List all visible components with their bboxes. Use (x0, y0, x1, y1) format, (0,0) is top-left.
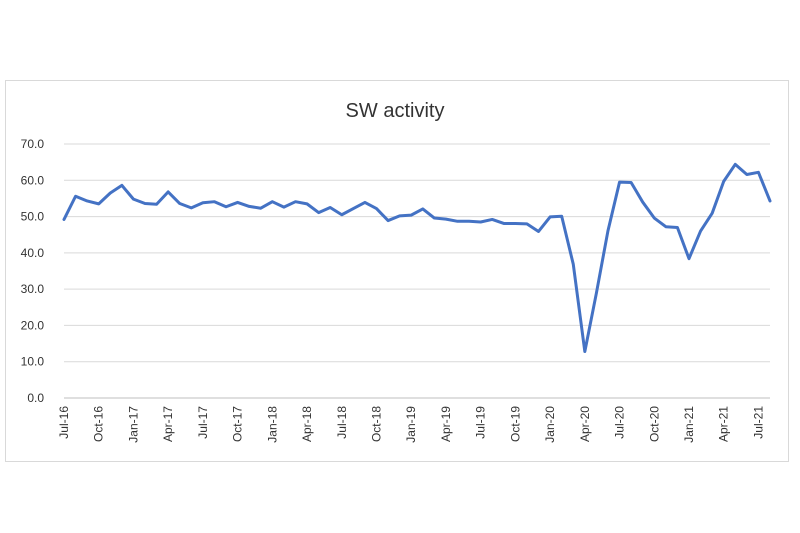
data-point (352, 207, 355, 210)
data-point (421, 207, 424, 210)
data-point (109, 191, 112, 194)
x-tick-label: Apr-20 (578, 406, 592, 442)
data-point (387, 219, 390, 222)
data-point (97, 202, 100, 205)
data-point (711, 212, 714, 215)
data-point (560, 215, 563, 218)
data-point (294, 200, 297, 203)
data-point (178, 202, 181, 205)
data-point (583, 350, 586, 353)
data-point (74, 195, 77, 198)
x-tick-label: Jul-19 (474, 406, 488, 439)
x-tick-label: Jul-17 (196, 406, 210, 439)
gridlines (64, 143, 770, 399)
data-point (363, 201, 366, 204)
data-point (699, 230, 702, 233)
data-point (444, 218, 447, 221)
data-point (572, 263, 575, 266)
x-tick-label: Jan-17 (126, 406, 140, 443)
data-point (664, 225, 667, 228)
data-point (410, 214, 413, 217)
data-point (653, 217, 656, 220)
y-tick-label: 60.0 (21, 173, 45, 187)
data-point (144, 202, 147, 205)
data-point (282, 206, 285, 209)
data-point (317, 211, 320, 214)
data-point (433, 217, 436, 220)
data-point (745, 173, 748, 176)
x-tick-label: Jul-21 (751, 406, 765, 439)
x-tick-label: Apr-17 (161, 406, 175, 442)
data-point (306, 202, 309, 205)
x-tick-label: Apr-19 (439, 406, 453, 442)
data-point (248, 205, 251, 208)
y-axis-ticks: 0.0 10.0 20.0 30.0 40.0 50.0 60.0 70.0 (21, 137, 45, 405)
x-tick-label: Jul-20 (613, 406, 627, 439)
data-point (213, 200, 216, 203)
x-tick-label: Jan-19 (404, 406, 418, 443)
y-tick-label: 30.0 (21, 282, 45, 296)
x-tick-label: Apr-21 (717, 406, 731, 442)
data-point (375, 207, 378, 210)
y-tick-label: 10.0 (21, 355, 45, 369)
data-point (687, 257, 690, 260)
data-point (468, 220, 471, 223)
data-point (271, 200, 274, 203)
x-tick-label: Jul-16 (57, 406, 71, 439)
x-tick-label: Jul-18 (335, 406, 349, 439)
data-point (398, 214, 401, 217)
x-tick-label: Jan-18 (265, 406, 279, 443)
data-point (676, 226, 679, 229)
data-point (120, 184, 123, 187)
y-tick-label: 40.0 (21, 246, 45, 260)
data-points (63, 163, 771, 353)
x-tick-label: Oct-17 (231, 406, 245, 442)
data-point (259, 207, 262, 210)
x-tick-label: Oct-20 (647, 406, 661, 442)
data-point (456, 220, 459, 223)
series-line (62, 162, 772, 354)
data-point (734, 163, 737, 166)
data-point (340, 213, 343, 216)
data-point (618, 181, 621, 184)
data-point (132, 198, 135, 201)
data-point (167, 190, 170, 193)
data-point (201, 201, 204, 204)
data-point (502, 222, 505, 225)
x-tick-label: Oct-18 (369, 406, 383, 442)
x-tick-label: Jan-20 (543, 406, 557, 443)
x-tick-label: Apr-18 (300, 406, 314, 442)
data-point (769, 199, 771, 202)
data-point (225, 205, 228, 208)
x-tick-label: Oct-16 (92, 406, 106, 442)
data-point (63, 218, 65, 221)
data-point (722, 180, 725, 183)
y-tick-label: 20.0 (21, 318, 45, 332)
data-point (549, 215, 552, 218)
data-point (236, 201, 239, 204)
data-point (641, 201, 644, 204)
data-point (525, 222, 528, 225)
data-point (595, 292, 598, 295)
y-tick-label: 50.0 (21, 210, 45, 224)
data-point (491, 218, 494, 221)
data-point (329, 206, 332, 209)
x-tick-label: Oct-19 (508, 406, 522, 442)
data-point (757, 171, 760, 174)
data-point (479, 221, 482, 224)
data-point (514, 222, 517, 225)
chart-title: SW activity (346, 100, 445, 122)
data-point (630, 181, 633, 184)
y-tick-label: 0.0 (27, 391, 44, 405)
data-point (155, 203, 158, 206)
data-point (190, 206, 193, 209)
y-tick-label: 70.0 (21, 137, 45, 151)
data-point (606, 229, 609, 232)
data-point (86, 199, 89, 202)
data-point (537, 230, 540, 233)
x-tick-label: Jan-21 (682, 406, 696, 443)
x-axis-ticks: Jul-16 Oct-16 Jan-17 Apr-17 Jul-17 Oct-17 Jan-… (57, 406, 765, 443)
